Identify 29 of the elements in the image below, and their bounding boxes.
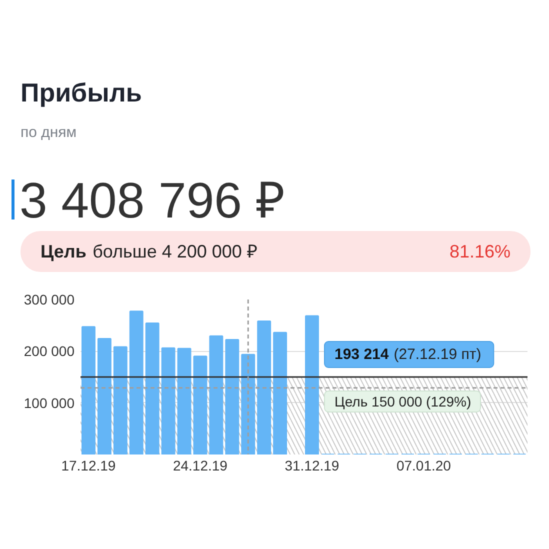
bar (97, 338, 112, 454)
text: больше 4 200 000 ₽ (92, 242, 257, 262)
x-tick-label: 07.01.20 (396, 458, 452, 474)
bar (82, 326, 96, 454)
text: 81.16% (449, 242, 511, 262)
x-tick-label: 17.12.19 (61, 458, 116, 474)
chart-subtitle: по дням (20, 124, 77, 141)
bar (113, 346, 128, 454)
text: Цель (40, 242, 86, 262)
bar (273, 332, 288, 454)
bar (257, 320, 272, 454)
x-tick-label: 24.12.19 (172, 458, 228, 474)
y-tick-label: 100 000 (24, 394, 75, 411)
bar (145, 322, 160, 454)
ref-line-label: Цель 150 000 (129%) (334, 394, 472, 410)
bar (193, 356, 208, 454)
bar (209, 335, 224, 454)
x-tick-label: 31.12.19 (284, 458, 340, 474)
y-tick-label: 200 000 (24, 343, 75, 360)
bar (177, 348, 192, 454)
text: 3 408 796 ₽ (20, 172, 285, 228)
bar (241, 354, 256, 454)
bar (161, 347, 176, 454)
bar (305, 315, 319, 454)
y-tick-label: 300 000 (24, 292, 75, 308)
chart-title: Прибыль (20, 78, 142, 108)
annotation: 193 214 (27.12.19 пт) (334, 346, 482, 363)
bar (129, 310, 144, 454)
bar (225, 339, 240, 454)
